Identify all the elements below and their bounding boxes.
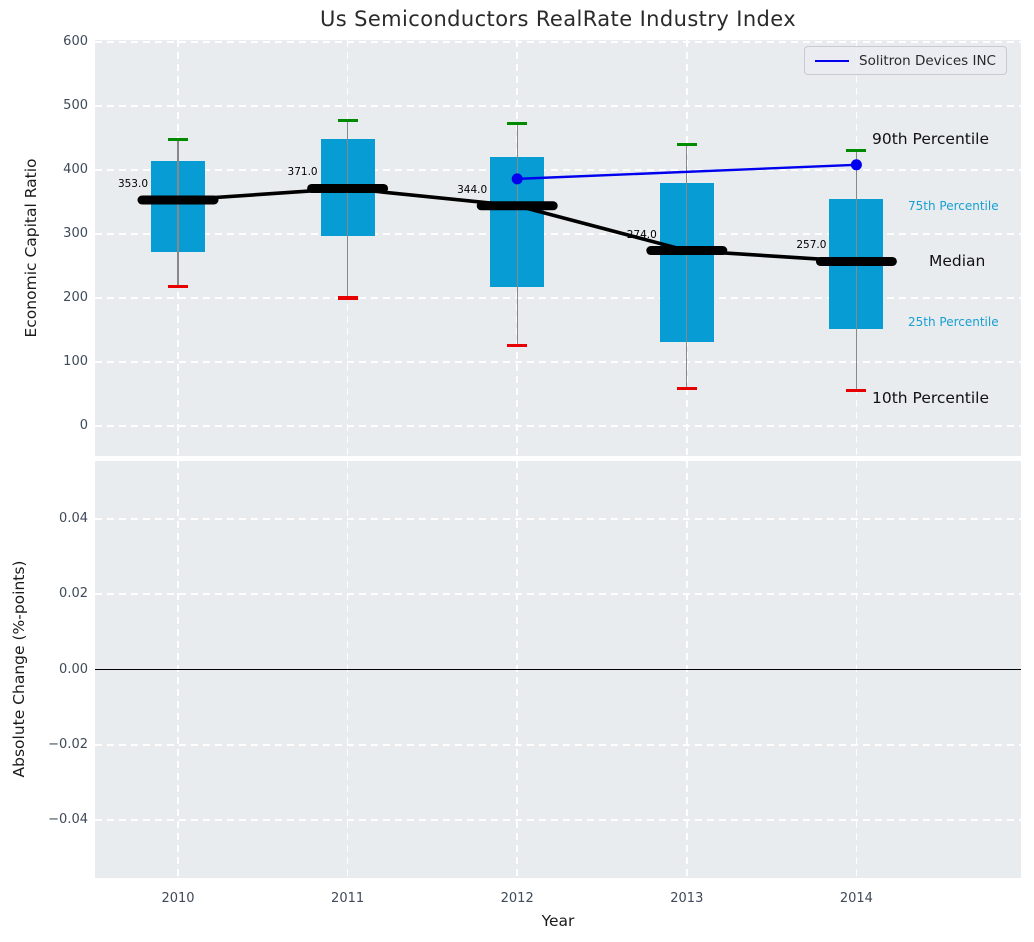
chart-title: Us Semiconductors RealRate Industry Inde… (319, 7, 797, 31)
x-tick-label: 2012 (500, 891, 534, 906)
annotation-median: Median (929, 252, 986, 270)
legend-label: Solitron Devices INC (859, 52, 996, 69)
x-tick-label: 2013 (670, 891, 704, 906)
x-axis-label: Year (541, 912, 575, 930)
bottom-y-axis-label: Absolute Change (%-points) (10, 560, 28, 778)
whisker-cap-90th (507, 121, 528, 125)
y-tick-label: 100 (63, 353, 88, 369)
y-tick-label: 500 (63, 97, 88, 113)
whisker-cap-10th (337, 296, 358, 300)
annotation-90th-percentile: 90th Percentile (872, 130, 990, 148)
boxplot-whisker (855, 150, 858, 391)
gridline-horizontal (95, 233, 1021, 235)
whisker-cap-90th (846, 149, 867, 153)
legend-line-sample (815, 59, 849, 62)
y-tick-label: 600 (63, 33, 88, 49)
y-tick-label: 300 (63, 225, 88, 241)
x-tick-label: 2010 (161, 891, 195, 906)
zero-line (95, 668, 1021, 671)
whisker-cap-10th (846, 389, 867, 393)
boxplot-whisker (516, 123, 518, 346)
gridline-horizontal (95, 518, 1021, 520)
gridline-horizontal (95, 425, 1021, 427)
annotation-10th-percentile: 10th Percentile (872, 389, 990, 407)
series-point (850, 159, 862, 171)
y-tick-label: −0.04 (48, 812, 88, 828)
annotation-75th-percentile: 75th Percentile (908, 199, 999, 213)
whisker-cap-90th (337, 118, 358, 123)
whisker-cap-90th (168, 137, 188, 141)
bottom-axes (95, 461, 1021, 878)
median-value-label: 371.0 (287, 166, 318, 179)
whisker-cap-10th (507, 343, 528, 347)
boxplot-whisker (177, 139, 179, 287)
gridline-horizontal (95, 297, 1021, 299)
median-value-label: 344.0 (457, 183, 488, 196)
x-tick-label: 2014 (839, 891, 873, 906)
gridline-horizontal (95, 169, 1021, 171)
whisker-cap-10th (676, 387, 697, 391)
y-tick-label: 0 (79, 417, 88, 433)
y-tick-label: 0.04 (59, 510, 88, 526)
annotation-25th-percentile: 25th Percentile (908, 315, 999, 329)
top-y-axis-label: Economic Capital Ratio (22, 158, 40, 338)
gridline-horizontal (95, 593, 1021, 596)
gridline-horizontal (95, 41, 1021, 43)
y-tick-label: 400 (63, 161, 88, 177)
series-line (517, 163, 857, 181)
median-value-label: 353.0 (117, 178, 148, 190)
y-tick-label: 0.02 (59, 586, 88, 602)
gridline-horizontal (95, 105, 1021, 107)
median-connecting-line (177, 186, 857, 264)
x-tick-label: 2011 (331, 891, 365, 906)
y-tick-label: 0.00 (59, 661, 88, 677)
gridline-horizontal (95, 743, 1021, 746)
whisker-cap-90th (676, 142, 697, 146)
series-point (511, 173, 523, 185)
whisker-cap-10th (168, 284, 188, 289)
gridline-horizontal (95, 819, 1021, 821)
top-axes: 353.0 371.0 344.0 274.0 257.0 (95, 40, 1021, 456)
boxplot-whisker (346, 120, 349, 298)
chart-lines-overlay (137, 159, 897, 266)
boxplot-whisker (686, 144, 688, 389)
legend: Solitron Devices INC (804, 46, 1007, 75)
gridline-horizontal (95, 361, 1021, 363)
y-tick-label: −0.02 (48, 736, 88, 752)
median-value-label: 257.0 (796, 239, 827, 252)
y-tick-label: 200 (63, 289, 88, 305)
